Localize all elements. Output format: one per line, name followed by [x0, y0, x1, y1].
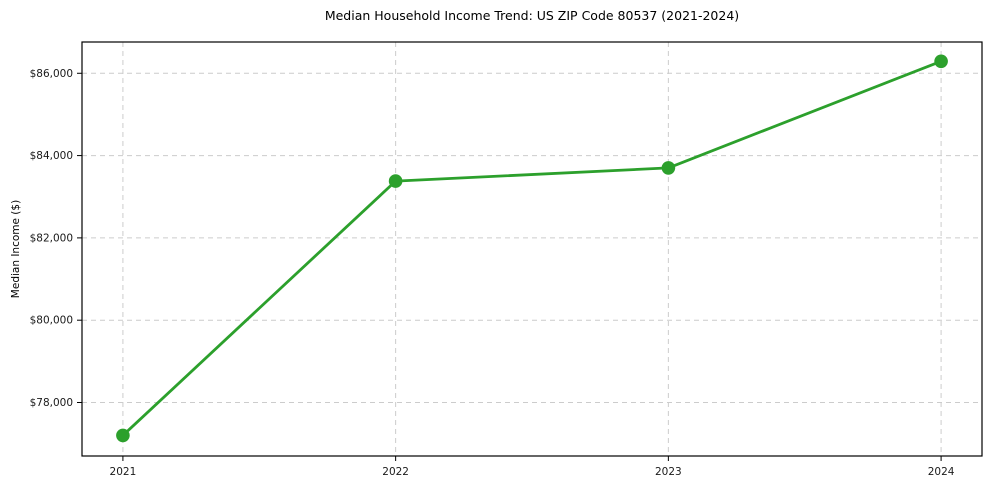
- x-tick-label: 2022: [382, 466, 409, 478]
- x-tick-label: 2021: [110, 466, 137, 478]
- x-tick-label: 2023: [655, 466, 682, 478]
- x-tick-label: 2024: [928, 466, 955, 478]
- y-tick-label: $84,000: [30, 150, 73, 162]
- y-tick-label: $82,000: [30, 232, 73, 244]
- chart-title: Median Household Income Trend: US ZIP Co…: [324, 8, 740, 23]
- data-point-marker: [934, 54, 948, 69]
- y-tick-label: $78,000: [30, 397, 73, 409]
- y-tick-label: $80,000: [30, 315, 73, 327]
- data-point-marker: [116, 428, 130, 443]
- data-line: [121, 59, 943, 437]
- data-point-marker: [661, 161, 676, 175]
- plot-frame: [81, 41, 983, 457]
- data-point-marker: [388, 174, 403, 188]
- y-tick-label: $86,000: [30, 68, 73, 80]
